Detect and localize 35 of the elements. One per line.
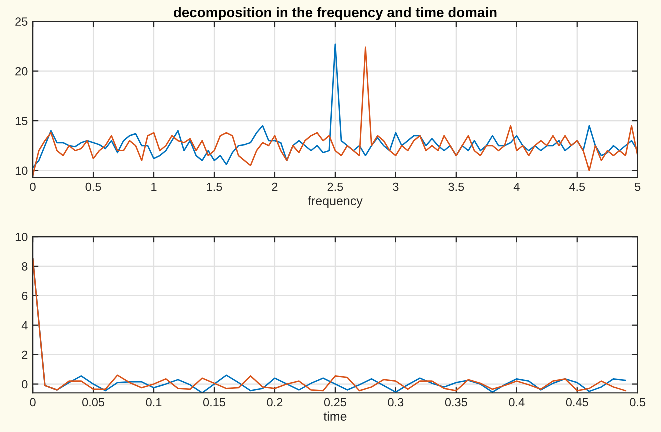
y-tick-label: 8 [22,262,28,271]
x-tick-label: 0.3 [388,398,404,407]
x-tick-label: 0.15 [203,398,226,407]
x-tick-label: 0.4 [509,398,525,407]
x-tick-label: 4.5 [569,182,586,192]
y-tick-label: 20 [16,67,28,76]
x-tick-label: 2 [272,182,278,192]
y-tick-label: 15 [16,117,28,126]
x-tick-label: 0.5 [630,398,646,407]
x-tick-label: 0 [30,398,36,407]
x-tick-label: 1.5 [207,182,222,192]
x-tick-label: 0.05 [82,398,105,407]
x-tick-label: 0.2 [267,398,283,407]
x-axis-title: frequency [308,196,363,208]
y-tick-label: 4 [22,322,28,330]
x-tick-label: 5 [635,182,641,192]
x-tick-label: 0.1 [146,398,162,407]
y-tick-label: 25 [16,18,28,26]
x-tick-label: 0.45 [566,398,588,407]
x-axis-title: time [324,412,347,421]
y-tick-label: 2 [22,350,28,360]
x-tick-label: 1 [152,182,157,192]
y-tick-label: 10 [16,166,28,176]
chart-title: decomposition in the frequency and time domain [174,7,497,20]
x-tick-label: 4 [514,182,520,192]
y-tick-label: 6 [22,292,28,300]
x-tick-label: 0 [30,182,36,192]
y-tick-label: 10 [16,233,28,242]
x-tick-label: 0.25 [324,398,346,407]
x-tick-label: 0.5 [86,182,102,192]
y-tick-label: 0 [22,380,28,389]
x-tick-label: 3 [393,182,399,192]
x-tick-label: 0.35 [445,398,468,407]
x-tick-label: 2.5 [328,182,344,192]
x-tick-label: 3.5 [448,182,464,192]
